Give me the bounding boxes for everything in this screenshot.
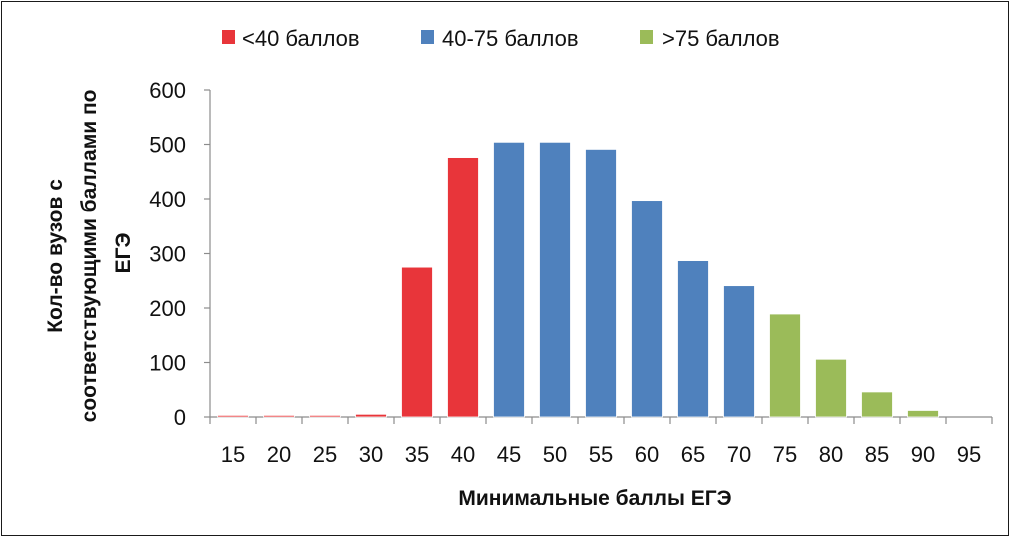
y-tick-label: 100 (149, 351, 186, 376)
legend-swatch-low (222, 30, 235, 44)
legend-label-mid: 40-75 баллов (442, 26, 579, 51)
x-tick-label: 20 (267, 442, 291, 467)
y-axis-title-line-3: ЕГЭ (112, 233, 135, 274)
x-tick-label: 35 (405, 442, 429, 467)
legend-swatch-high (640, 30, 653, 44)
bar-65 (677, 260, 709, 418)
x-tick-label: 60 (635, 442, 659, 467)
y-tick-label: 500 (149, 133, 186, 158)
x-tick-label: 75 (773, 442, 797, 467)
bar-30 (355, 413, 387, 418)
x-tick-label: 80 (819, 442, 843, 467)
x-tick-label: 40 (451, 442, 475, 467)
bar-50 (539, 141, 571, 418)
bar-80 (815, 358, 847, 418)
legend-label-low: <40 баллов (242, 26, 360, 51)
y-axis-title-line-2: соответствующими баллами по (78, 90, 101, 423)
x-axis-title: Минимальные баллы ЕГЭ (458, 487, 731, 510)
x-axis: 15 20 25 30 35 40 45 50 55 60 65 70 75 80 85 90 95 (209, 416, 993, 467)
y-axis: 0 100 200 300 400 500 600 (149, 78, 211, 430)
bar-45 (493, 141, 525, 418)
x-tick-label: 45 (497, 442, 521, 467)
x-tick-label: 85 (865, 442, 889, 467)
bar-90 (907, 410, 939, 418)
bar-85 (861, 391, 893, 418)
x-tick-label: 70 (727, 442, 751, 467)
y-tick-label: 600 (149, 78, 186, 103)
legend-swatch-mid (421, 30, 434, 44)
y-tick-label: 200 (149, 296, 186, 321)
bar-70 (723, 285, 755, 418)
y-tick-label: 300 (149, 242, 186, 267)
x-tick-label: 65 (681, 442, 705, 467)
y-axis-title-line-1: Кол-во вузов с (44, 179, 67, 333)
legend-item-mid: 40-75 баллов (421, 26, 579, 51)
y-tick-label: 0 (174, 405, 186, 430)
bar-15 (217, 414, 249, 418)
bar-20 (263, 414, 295, 418)
x-tick-label: 50 (543, 442, 567, 467)
legend-item-high: >75 баллов (640, 26, 780, 51)
bar-55 (585, 149, 617, 418)
bar-25 (309, 414, 341, 418)
x-tick-label: 90 (911, 442, 935, 467)
bar-40 (447, 157, 479, 418)
legend: <40 баллов 40-75 баллов >75 баллов (222, 26, 780, 51)
x-tick-label: 95 (957, 442, 981, 467)
x-tick-label: 15 (221, 442, 245, 467)
y-tick-label: 400 (149, 187, 186, 212)
legend-label-high: >75 баллов (662, 26, 780, 51)
legend-item-low: <40 баллов (222, 26, 360, 51)
y-axis-title: Кол-во вузов с соответствующими баллами … (44, 84, 135, 423)
x-tick-label: 55 (589, 442, 613, 467)
x-tick-label: 25 (313, 442, 337, 467)
x-tick-label: 30 (359, 442, 383, 467)
bar-35 (401, 266, 433, 418)
bars (217, 141, 939, 418)
bar-60 (631, 200, 663, 418)
bar-75 (769, 313, 801, 418)
